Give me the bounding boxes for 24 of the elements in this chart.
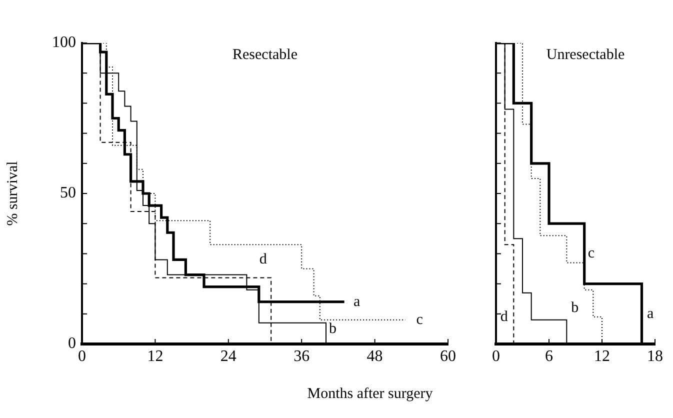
series-label: d	[500, 308, 508, 325]
x-tick-label: 48	[366, 348, 383, 365]
series-label: c	[416, 312, 424, 328]
x-tick-label: 12	[147, 348, 164, 365]
series-label: b	[329, 320, 337, 337]
series-label: a	[647, 306, 654, 322]
series-label: b	[571, 300, 579, 316]
x-tick-label: 12	[594, 348, 610, 365]
y-tick-label: 0	[68, 335, 76, 352]
chart-title: Resectable	[232, 46, 298, 63]
x-tick-label: 36	[294, 348, 310, 365]
y-axis-title: % survival	[4, 161, 21, 226]
series-label: c	[588, 246, 595, 262]
y-tick-label: 50	[60, 184, 76, 202]
x-tick-label: 60	[440, 348, 456, 365]
series-label: a	[353, 294, 360, 310]
x-axis-title: Months after surgery	[306, 386, 434, 403]
chart-title: Unresectable	[546, 46, 625, 63]
x-tick-label: 6	[545, 348, 553, 365]
x-tick-label: 18	[647, 348, 663, 365]
x-tick-label: 0	[492, 348, 500, 365]
series-label: d	[259, 252, 268, 268]
x-tick-label: 24	[220, 348, 236, 365]
y-tick-label: 100	[52, 34, 76, 52]
